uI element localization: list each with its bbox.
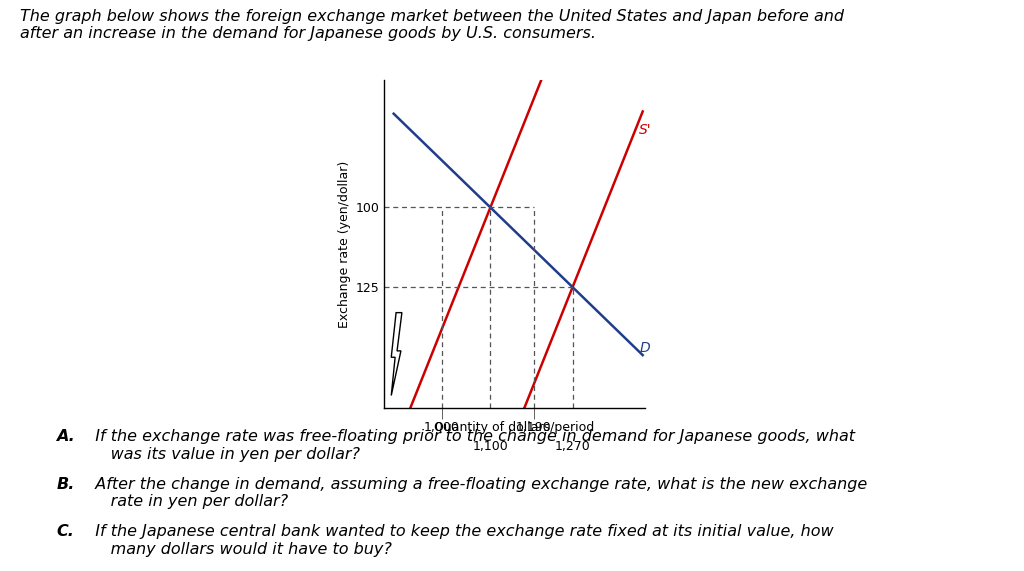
Text: D: D: [639, 341, 650, 355]
Text: B.: B.: [56, 477, 75, 492]
Text: 1,000: 1,000: [424, 421, 460, 434]
Text: If the Japanese central bank wanted to keep the exchange rate fixed at its initi: If the Japanese central bank wanted to k…: [85, 524, 834, 557]
Text: 1,100: 1,100: [472, 440, 508, 453]
Text: |: |: [440, 408, 443, 419]
Text: 1,270: 1,270: [555, 440, 591, 453]
Text: S': S': [639, 123, 652, 136]
Text: Quantity of dollars/period: Quantity of dollars/period: [434, 421, 594, 435]
Text: A.: A.: [56, 429, 75, 444]
Y-axis label: Exchange rate (yen/dollar): Exchange rate (yen/dollar): [338, 160, 351, 328]
Text: C.: C.: [56, 524, 74, 539]
Text: After the change in demand, assuming a free-floating exchange rate, what is the : After the change in demand, assuming a f…: [85, 477, 867, 509]
Text: The graph below shows the foreign exchange market between the United States and : The graph below shows the foreign exchan…: [20, 9, 845, 41]
Polygon shape: [391, 313, 401, 396]
Text: If the exchange rate was free-floating prior to the change in demand for Japanes: If the exchange rate was free-floating p…: [85, 429, 855, 462]
Text: 1,190: 1,190: [516, 421, 552, 434]
Text: |: |: [532, 408, 536, 419]
